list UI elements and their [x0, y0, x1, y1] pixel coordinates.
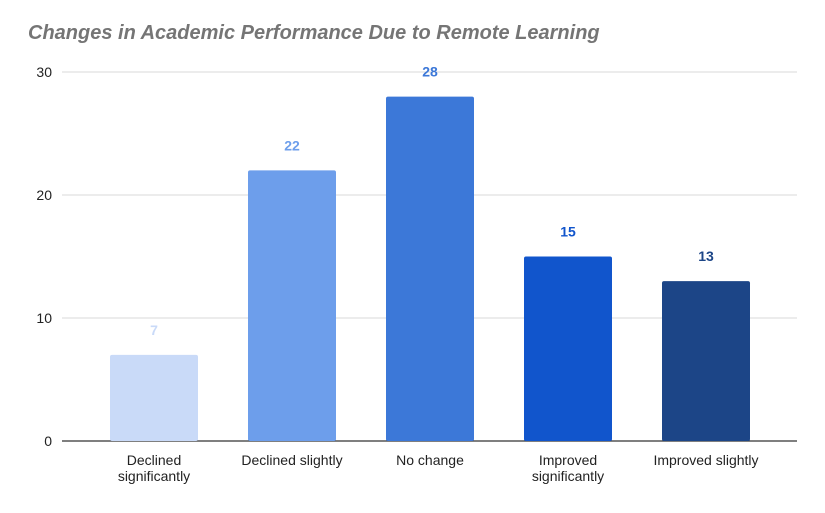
bar — [386, 96, 474, 441]
data-label: 28 — [422, 64, 438, 80]
bars-layer — [110, 96, 750, 441]
x-tick-label: Declined — [127, 452, 181, 468]
x-tick-label: significantly — [118, 468, 190, 484]
x-tick-label: significantly — [532, 468, 604, 484]
y-tick-label: 0 — [44, 433, 52, 449]
chart-title: Changes in Academic Performance Due to R… — [28, 22, 600, 44]
data-label: 7 — [150, 322, 158, 338]
data-label: 22 — [284, 137, 300, 153]
bar — [524, 256, 612, 441]
bar — [662, 281, 750, 441]
x-tick-label: Improved slightly — [653, 452, 758, 468]
labels-layer: 01020307Declinedsignificantly22Declined … — [36, 64, 758, 484]
x-tick-label: Declined slightly — [241, 452, 342, 468]
bar — [110, 354, 198, 441]
x-tick-label: Improved — [539, 452, 597, 468]
bar — [248, 170, 336, 441]
data-label: 13 — [698, 248, 714, 264]
y-tick-label: 10 — [36, 310, 52, 326]
data-label: 15 — [560, 224, 576, 240]
y-tick-label: 30 — [36, 64, 52, 80]
x-tick-label: No change — [396, 452, 464, 468]
y-tick-label: 20 — [36, 187, 52, 203]
